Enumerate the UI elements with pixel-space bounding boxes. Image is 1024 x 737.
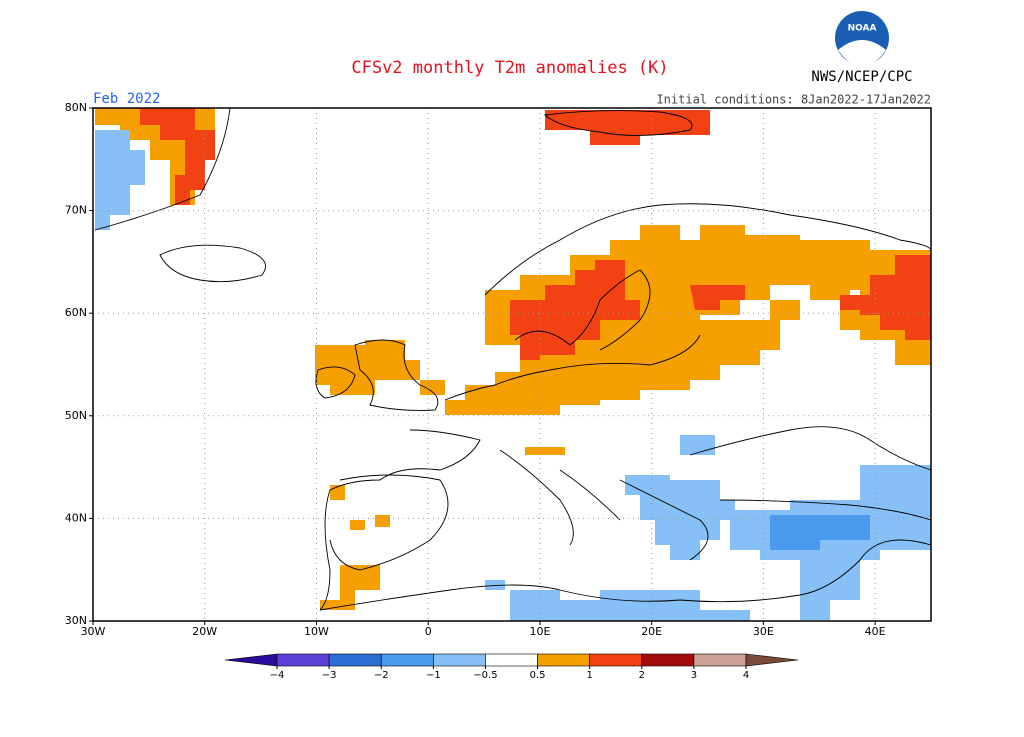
- map-frame: [92, 107, 932, 622]
- lon-tick-label: 0: [425, 625, 432, 638]
- colorbar-bin: [693, 653, 747, 667]
- colorbar-label: 4: [743, 670, 749, 681]
- colorbar-bin: [485, 653, 538, 667]
- colorbar-label: 0.5: [530, 670, 546, 681]
- lon-tick-label: 10E: [529, 625, 550, 638]
- anomaly-fields: [95, 108, 931, 621]
- lon-tick-label: 30W: [81, 625, 106, 638]
- colorbar-bin: [641, 653, 695, 667]
- period: Feb 2022: [93, 91, 160, 107]
- colorbar-extend: [745, 653, 799, 667]
- logo-text: NOAA: [848, 24, 877, 34]
- lat-tick-label: 30N: [65, 614, 87, 627]
- colorbar-label: −2: [374, 670, 389, 681]
- lat-tick-label: 70N: [65, 204, 87, 217]
- lon-tick-label: 40E: [865, 625, 886, 638]
- colorbar-bin: [433, 653, 486, 667]
- coastlines: [94, 107, 932, 611]
- colorbar-label: −3: [322, 670, 337, 681]
- lat-tick-label: 40N: [65, 511, 87, 524]
- lon-tick-label: 20E: [641, 625, 662, 638]
- colorbar-label: 3: [691, 670, 697, 681]
- colorbar-bin: [380, 653, 434, 667]
- lat-tick-label: 50N: [65, 409, 87, 422]
- colorbar-label: −1: [426, 670, 441, 681]
- colorbar-label: −0.5: [473, 670, 497, 681]
- title: CFSv2 monthly T2m anomalies (K): [351, 58, 668, 78]
- colorbar-label: 2: [639, 670, 645, 681]
- colorbar-bin: [537, 653, 590, 667]
- lon-tick-label: 10W: [304, 625, 329, 638]
- lat-tick-label: 80N: [65, 101, 87, 114]
- colorbar-bin: [589, 653, 643, 667]
- colorbar-label: 1: [586, 670, 592, 681]
- agency: NWS/NCEP/CPC: [811, 69, 912, 85]
- lat-tick-label: 60N: [65, 306, 87, 319]
- colorbar-bin: [276, 653, 330, 667]
- colorbar: −4 −3 −2 −1 −0.5 0.5 1 2 3 4: [224, 653, 799, 681]
- lon-tick-label: 30E: [753, 625, 774, 638]
- colorbar-extend: [224, 653, 278, 667]
- initial-conditions: Initial conditions: 8Jan2022-17Jan2022: [656, 93, 931, 107]
- lon-tick-label: 20W: [192, 625, 217, 638]
- colorbar-label: −4: [270, 670, 285, 681]
- colorbar-bin: [328, 653, 382, 667]
- logo-wave: [838, 40, 886, 66]
- map-plot: [92, 107, 932, 622]
